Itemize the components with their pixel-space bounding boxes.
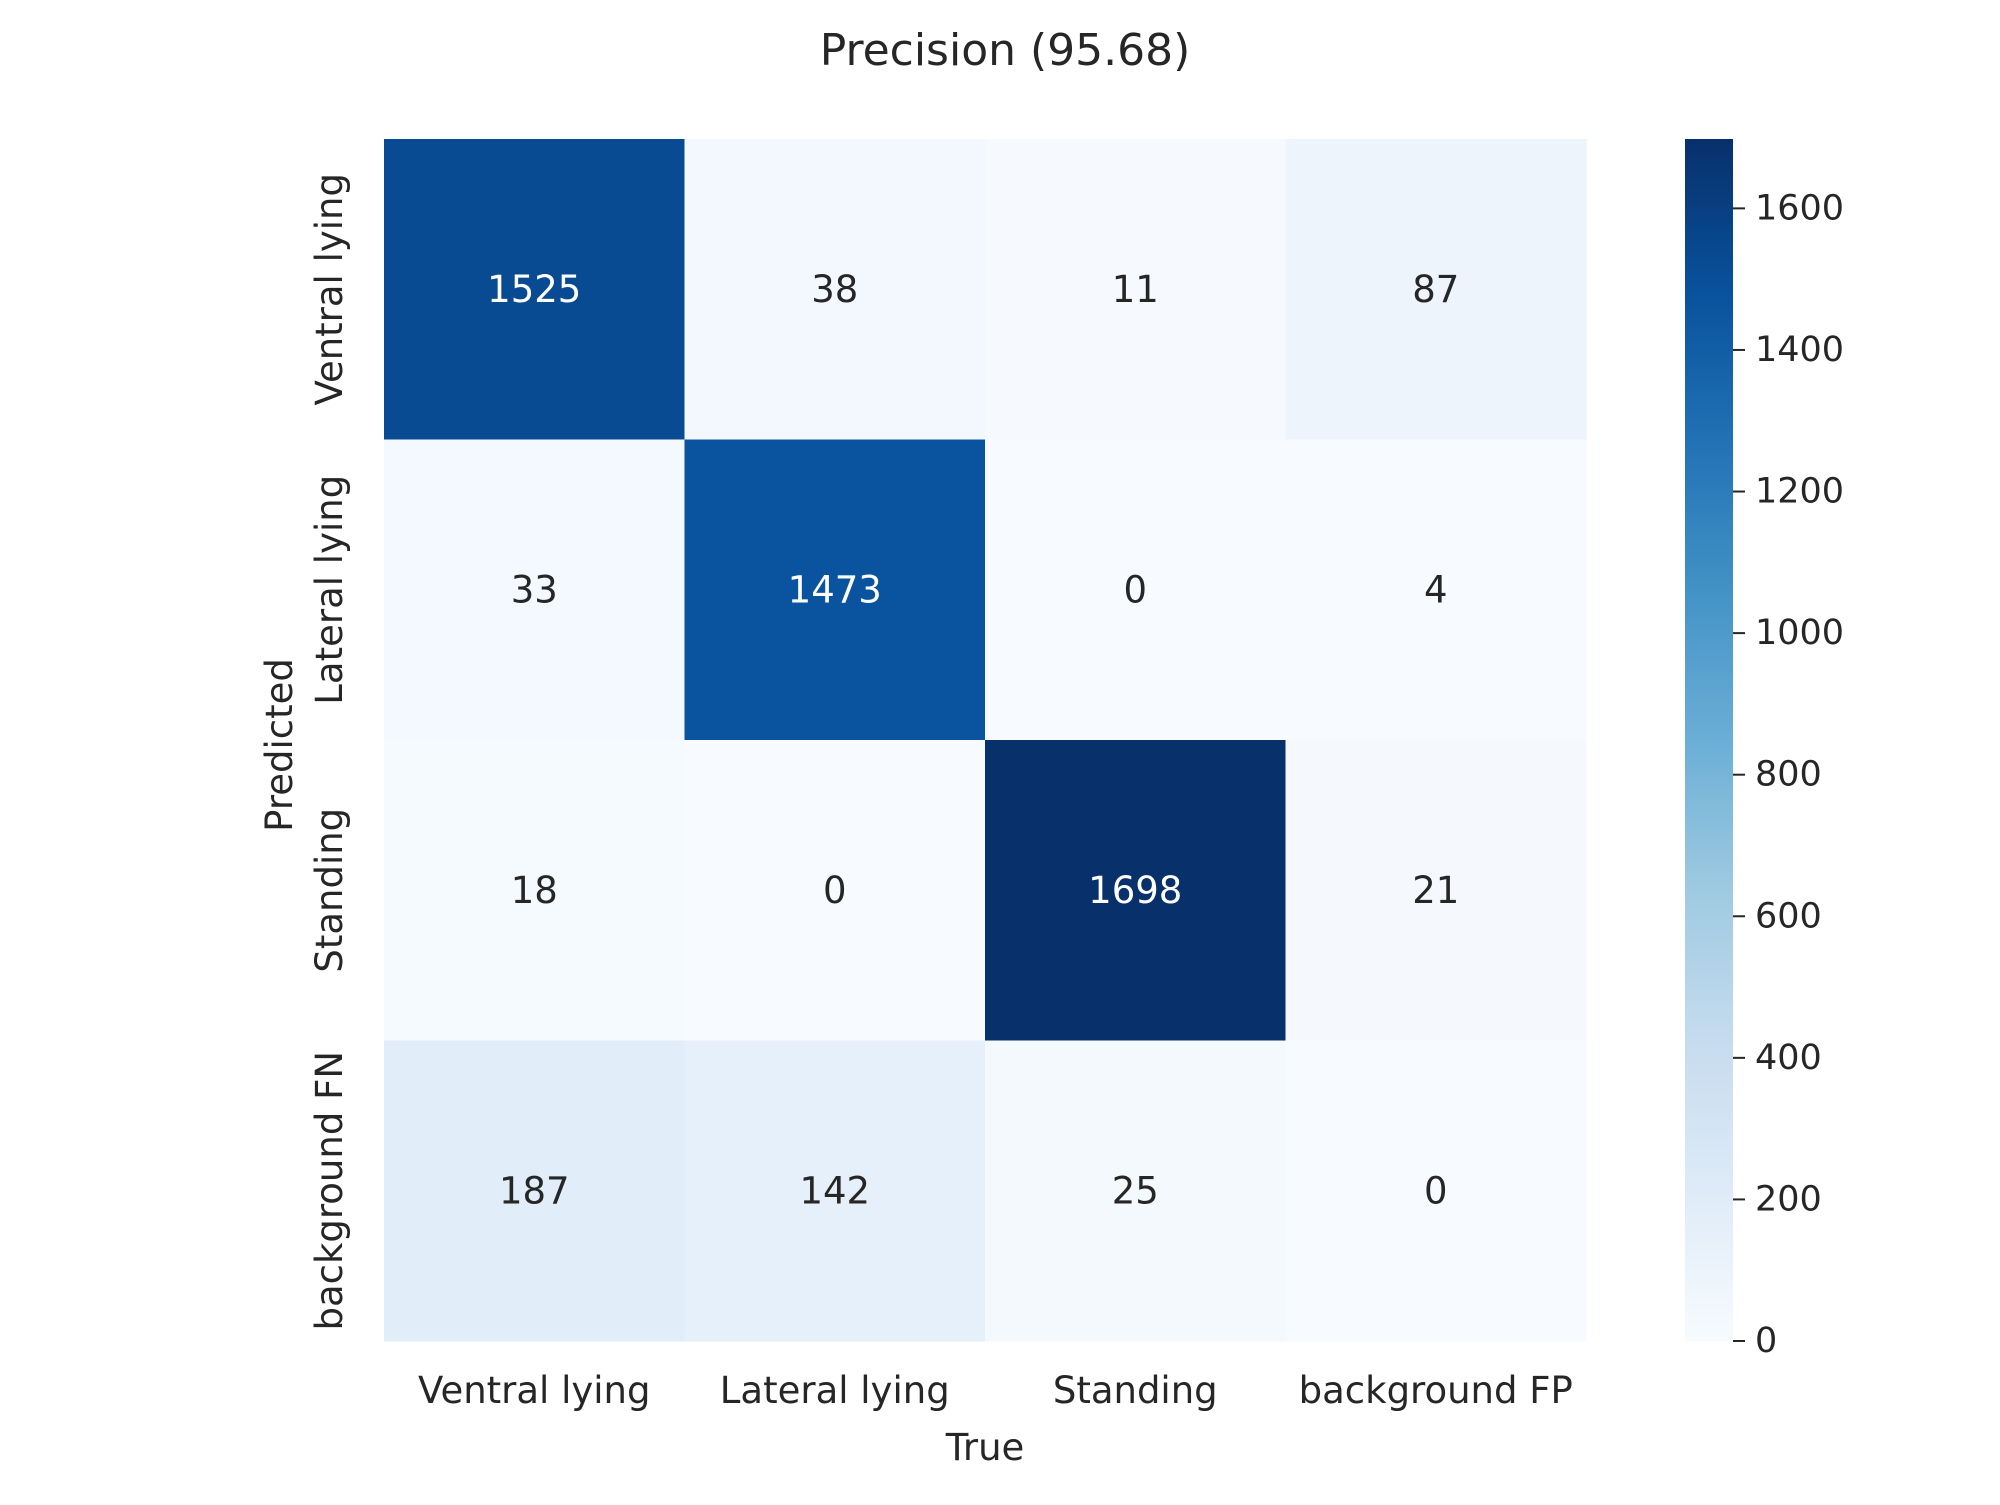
colorbar-tick-label: 1000 bbox=[1755, 613, 1844, 653]
heatmap-cell bbox=[985, 740, 1287, 1042]
cell-value-label: 21 bbox=[1412, 869, 1459, 912]
colorbar-ticks: 0 200 400 600 800 1000 1200 1400 1600 bbox=[1733, 188, 1844, 1361]
heatmap-cell bbox=[1285, 439, 1587, 741]
cell-value-label: 142 bbox=[799, 1169, 870, 1212]
y-tick-ventral-lying: Ventral lying bbox=[308, 173, 351, 405]
cell-value-label: 87 bbox=[1412, 268, 1459, 311]
colorbar: 0 200 400 600 800 1000 1200 1400 1600 bbox=[1685, 139, 1844, 1361]
heatmap-cell bbox=[684, 1040, 986, 1342]
cell-value-label: 18 bbox=[511, 869, 558, 912]
y-tick-lateral-lying: Lateral lying bbox=[308, 475, 351, 705]
cell-value-label: 33 bbox=[511, 568, 558, 611]
heatmap-cell-labels: 1525 38 11 87 33 1473 0 4 18 0 1698 21 187 142 25 0 bbox=[487, 268, 1459, 1213]
heatmap-cell bbox=[985, 439, 1287, 741]
cell-value-label: 4 bbox=[1424, 568, 1448, 611]
cell-value-label: 1698 bbox=[1088, 869, 1182, 912]
heatmap-cell bbox=[985, 139, 1287, 441]
heatmap-cell bbox=[384, 740, 686, 1042]
cell-value-label: 187 bbox=[499, 1169, 570, 1212]
colorbar-tick-label: 600 bbox=[1755, 896, 1822, 936]
x-tick-standing: Standing bbox=[1053, 1369, 1218, 1412]
chart-title: Precision (95.68) bbox=[820, 25, 1191, 76]
cell-value-label: 11 bbox=[1112, 268, 1159, 311]
x-axis-label: True bbox=[945, 1426, 1025, 1469]
colorbar-tick-label: 1200 bbox=[1755, 472, 1844, 512]
x-tick-ventral-lying: Ventral lying bbox=[418, 1369, 650, 1412]
colorbar-tick-label: 400 bbox=[1755, 1038, 1822, 1078]
colorbar-tick-label: 0 bbox=[1755, 1321, 1777, 1361]
heatmap-cell bbox=[1285, 1040, 1587, 1342]
colorbar-tick-label: 1600 bbox=[1755, 188, 1844, 228]
cell-value-label: 38 bbox=[811, 268, 858, 311]
colorbar-tick-label: 200 bbox=[1755, 1179, 1822, 1219]
colorbar-gradient bbox=[1685, 139, 1733, 1341]
x-tick-background-fp: background FP bbox=[1299, 1369, 1573, 1412]
cell-value-label: 25 bbox=[1112, 1169, 1159, 1212]
y-axis-label: Predicted bbox=[258, 658, 301, 832]
heatmap-cells bbox=[384, 139, 1587, 1342]
heatmap-cell bbox=[684, 439, 986, 741]
heatmap-cell bbox=[684, 139, 986, 441]
cell-value-label: 0 bbox=[1123, 568, 1147, 611]
y-tick-labels: Ventral lying Lateral lying Standing backgr… bbox=[308, 173, 351, 1331]
heatmap-cell bbox=[985, 1040, 1287, 1342]
cell-value-label: 1525 bbox=[487, 268, 581, 311]
heatmap-cell bbox=[684, 740, 986, 1042]
heatmap-cell bbox=[1285, 740, 1587, 1042]
colorbar-tick-label: 800 bbox=[1755, 755, 1822, 795]
cell-value-label: 0 bbox=[1424, 1169, 1448, 1212]
cell-value-label: 0 bbox=[823, 869, 847, 912]
colorbar-tick-label: 1400 bbox=[1755, 330, 1844, 370]
heatmap-cell bbox=[1285, 139, 1587, 441]
x-tick-lateral-lying: Lateral lying bbox=[720, 1369, 950, 1412]
heatmap-cell bbox=[384, 139, 686, 441]
y-tick-background-fn: background FN bbox=[308, 1051, 351, 1331]
y-tick-standing: Standing bbox=[308, 808, 351, 973]
heatmap-cell bbox=[384, 439, 686, 741]
x-tick-labels: Ventral lying Lateral lying Standing backgr… bbox=[418, 1369, 1573, 1412]
heatmap-cell bbox=[384, 1040, 686, 1342]
cell-value-label: 1473 bbox=[788, 568, 882, 611]
